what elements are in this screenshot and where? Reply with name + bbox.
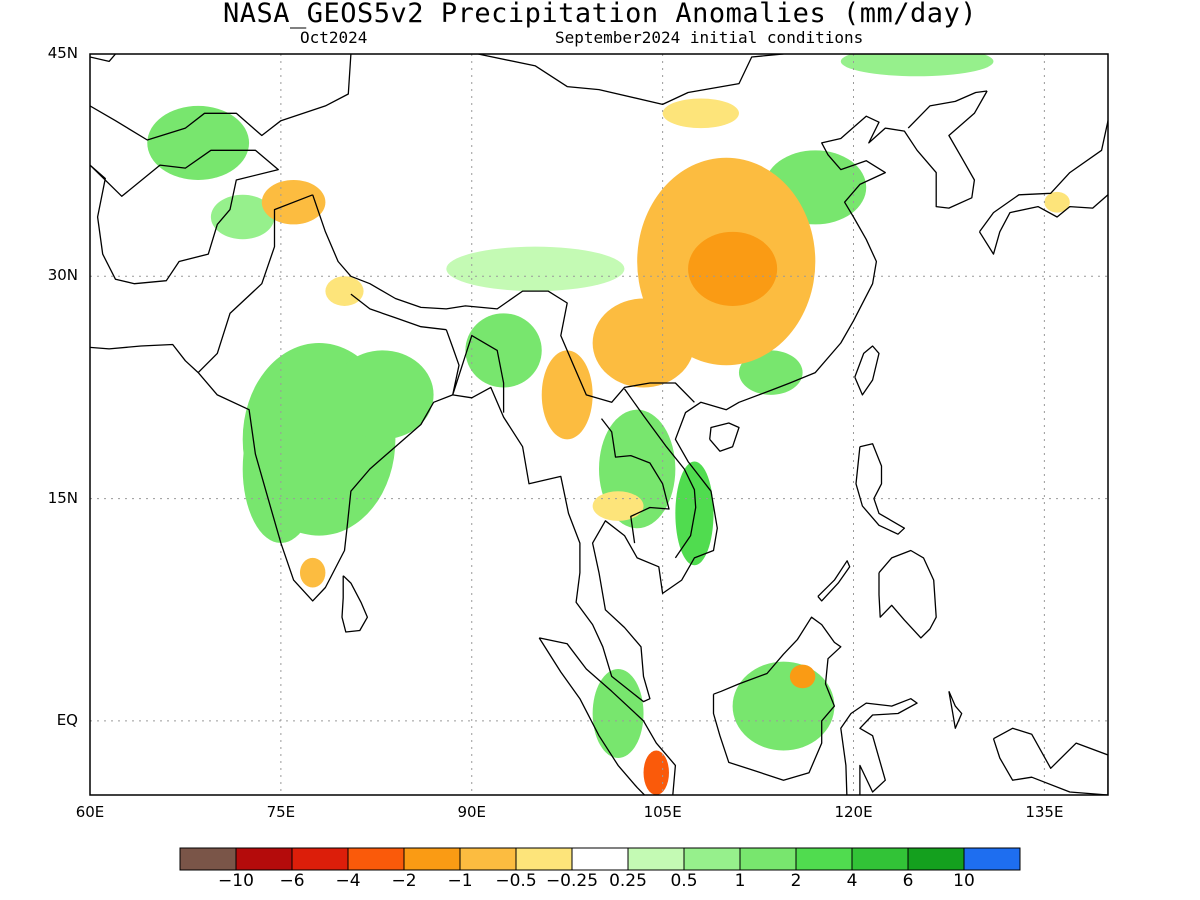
border-india-pakistan	[197, 194, 313, 374]
anomaly-central-china-core	[688, 231, 778, 306]
colorbar-label: 4	[846, 871, 858, 891]
anomaly-sri-lanka-north	[299, 557, 326, 588]
coastline-arabian-gulf	[90, 343, 199, 374]
coastline-sumatra	[538, 637, 677, 795]
anomaly-borneo	[732, 661, 835, 751]
coastline-bay-east	[452, 90, 988, 703]
anomaly-thailand-gulf	[592, 491, 644, 521]
anomaly-japan-south	[1044, 191, 1070, 213]
colorbar-swatch	[347, 847, 405, 871]
coastline-taiwan	[854, 345, 880, 396]
border-mongolia-south	[439, 54, 784, 106]
colorbar-swatch	[739, 847, 797, 871]
anomaly-layer	[147, 54, 1070, 795]
colorbar-label: −6	[279, 871, 305, 891]
lat-tick-label: 30N	[47, 266, 78, 285]
anomaly-east-india	[331, 350, 434, 440]
anomaly-sumatra-south	[643, 750, 669, 795]
border-bangladesh	[445, 329, 505, 413]
colorbar-label: 6	[902, 871, 914, 891]
border-china-korea	[907, 90, 988, 129]
coastline-korea-japan	[978, 119, 1108, 255]
border-laos-vietnam	[623, 388, 697, 559]
colorbar-swatch	[683, 847, 741, 871]
colorbar	[179, 847, 1021, 871]
coastline-india	[197, 372, 453, 602]
colorbar-label: −4	[335, 871, 361, 891]
colorbar-swatch	[571, 847, 629, 871]
coastline-caspian-north	[90, 54, 116, 63]
colorbar-label: 0.25	[609, 871, 647, 891]
colorbar-label: 10	[953, 871, 975, 891]
colorbar-label: 2	[790, 871, 802, 891]
lat-tick-label: 45N	[47, 44, 78, 62]
colorbar-swatch	[459, 847, 517, 871]
coastline-halmahera	[948, 691, 963, 729]
border-central-asia	[90, 54, 352, 141]
colorbar-swatch	[851, 847, 909, 871]
lon-tick-label: 135E	[1025, 803, 1064, 821]
coastline-visayas-mindanao	[878, 549, 937, 639]
colorbar-label: 0.5	[670, 871, 698, 891]
coastline-borneo	[712, 616, 842, 781]
lon-tick-label: 60E	[75, 803, 105, 821]
lon-tick-label: 75E	[266, 803, 296, 821]
lat-tick-label: EQ	[56, 710, 78, 729]
colorbar-swatch	[963, 847, 1021, 871]
colorbar-swatch	[627, 847, 685, 871]
coastline-new-guinea	[992, 727, 1108, 795]
anomaly-southwest-china	[592, 298, 695, 388]
colorbar-label: −2	[391, 871, 417, 891]
colorbar-swatch	[235, 847, 293, 871]
colorbar-swatch	[403, 847, 461, 871]
lat-tick-label: 15N	[47, 488, 78, 507]
map-title: NASA_GEOS5v2 Precipitation Anomalies (mm…	[223, 0, 977, 29]
anomaly-myanmar-east	[541, 350, 593, 440]
colorbar-swatch	[795, 847, 853, 871]
gridlines	[90, 54, 1108, 795]
border-afghan-iran	[90, 149, 279, 285]
anomaly-pakistan-north	[210, 194, 275, 240]
map-frame	[89, 53, 1109, 796]
colorbar-label: −10	[218, 871, 254, 891]
coastlines	[90, 54, 1108, 795]
lon-tick-label: 105E	[643, 803, 682, 821]
anomaly-mongolia	[840, 54, 994, 77]
anomaly-inner-mongolia	[662, 98, 739, 129]
border-himalaya	[312, 194, 695, 403]
anomaly-nepal-west	[325, 276, 364, 306]
forecast-month: Oct2024	[300, 28, 368, 47]
coastline-sulawesi	[840, 698, 918, 795]
coastline-luzon	[855, 443, 906, 535]
border-nepal-south	[350, 293, 447, 331]
anomaly-borneo-north	[789, 664, 816, 689]
colorbar-label: −1	[447, 871, 473, 891]
anomaly-northeast-india	[465, 313, 542, 388]
colorbar-label: −0.25	[545, 871, 599, 891]
coastline-hainan	[709, 422, 740, 452]
anomaly-afghanistan	[147, 105, 250, 180]
colorbar-swatch	[907, 847, 965, 871]
colorbar-swatch	[179, 847, 237, 871]
coastline-palawan	[817, 560, 851, 602]
initial-conditions: September2024 initial conditions	[555, 28, 864, 47]
lon-tick-label: 120E	[834, 803, 873, 821]
colorbar-label: −0.5	[495, 871, 537, 891]
coastline-sri-lanka	[341, 575, 369, 633]
border-laos-thailand	[600, 418, 670, 544]
colorbar-swatch	[291, 847, 349, 871]
colorbar-swatch	[515, 847, 573, 871]
anomaly-tibet	[446, 246, 625, 292]
lon-tick-label: 90E	[457, 803, 487, 821]
colorbar-label: 1	[734, 871, 746, 891]
